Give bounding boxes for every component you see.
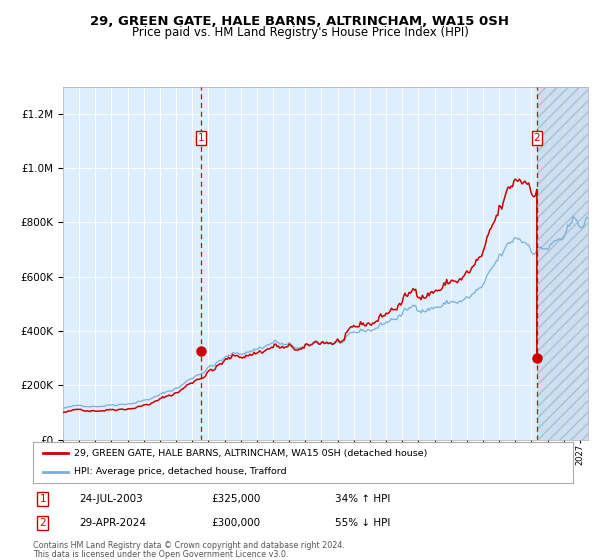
Text: Contains HM Land Registry data © Crown copyright and database right 2024.: Contains HM Land Registry data © Crown c… — [33, 542, 345, 550]
Text: Price paid vs. HM Land Registry's House Price Index (HPI): Price paid vs. HM Land Registry's House … — [131, 26, 469, 39]
Text: £300,000: £300,000 — [211, 518, 260, 528]
Text: 55% ↓ HPI: 55% ↓ HPI — [335, 518, 391, 528]
Text: This data is licensed under the Open Government Licence v3.0.: This data is licensed under the Open Gov… — [33, 550, 289, 559]
Text: 29, GREEN GATE, HALE BARNS, ALTRINCHAM, WA15 0SH (detached house): 29, GREEN GATE, HALE BARNS, ALTRINCHAM, … — [74, 449, 427, 458]
Text: 1: 1 — [40, 494, 46, 504]
Text: 24-JUL-2003: 24-JUL-2003 — [79, 494, 143, 504]
Text: 2: 2 — [533, 133, 540, 143]
Text: 34% ↑ HPI: 34% ↑ HPI — [335, 494, 391, 504]
Bar — [537, 87, 588, 440]
Text: 29, GREEN GATE, HALE BARNS, ALTRINCHAM, WA15 0SH: 29, GREEN GATE, HALE BARNS, ALTRINCHAM, … — [91, 15, 509, 28]
Text: 2: 2 — [40, 518, 46, 528]
Text: HPI: Average price, detached house, Trafford: HPI: Average price, detached house, Traf… — [74, 468, 286, 477]
Text: £325,000: £325,000 — [211, 494, 260, 504]
Text: 29-APR-2024: 29-APR-2024 — [79, 518, 146, 528]
Text: 1: 1 — [198, 133, 205, 143]
